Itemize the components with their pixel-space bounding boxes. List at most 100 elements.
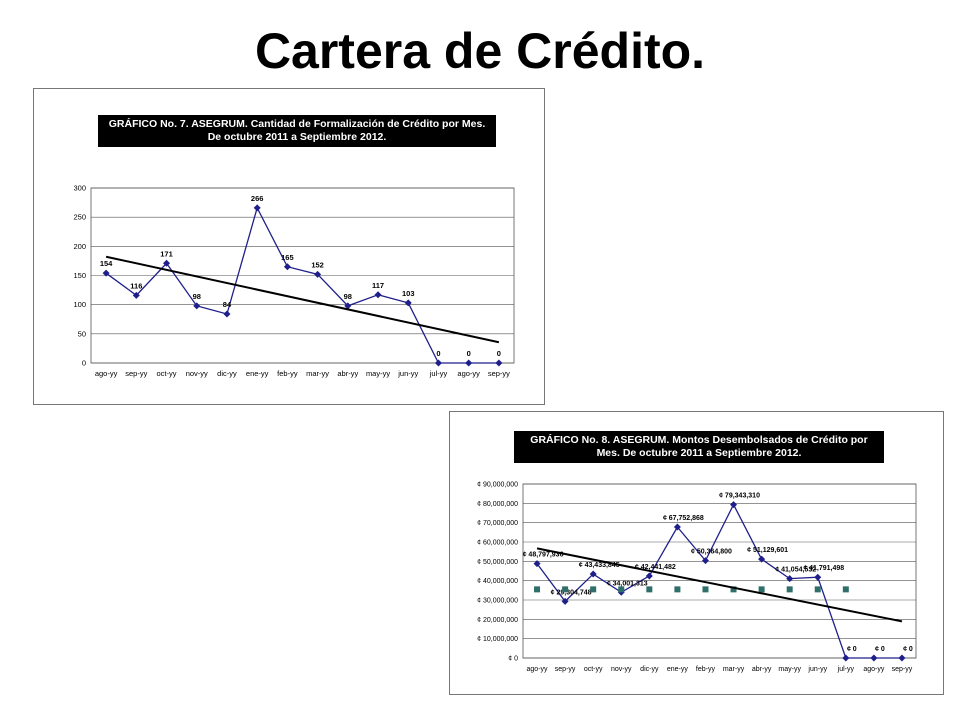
data-label: 0 (497, 349, 501, 358)
data-label: 152 (311, 260, 324, 269)
x-tick-label: nov-yy (186, 369, 208, 378)
x-tick-label: sep-yy (892, 666, 913, 673)
data-label: 84 (223, 300, 232, 309)
y-tick-label: ¢ 20,000,000 (477, 617, 518, 624)
data-label: ¢ 0 (875, 646, 885, 653)
marker (561, 597, 569, 605)
x-tick-label: mar-yy (306, 369, 329, 378)
y-tick-label: ¢ 10,000,000 (477, 636, 518, 643)
data-label: 98 (193, 292, 201, 301)
data-label: 0 (467, 349, 471, 358)
chart-frame: GRÁFICO No. 8. ASEGRUM. Montos Desembols… (449, 411, 944, 695)
data-label: ¢ 51,129,601 (747, 547, 788, 554)
data-label: ¢ 48,797,936 (523, 552, 564, 559)
x-tick-label: ago-yy (457, 369, 480, 378)
data-label: 98 (344, 292, 352, 301)
x-tick-label: dic-yy (640, 666, 659, 673)
marker (758, 586, 765, 593)
x-tick-label: ago-yy (527, 666, 549, 673)
data-label: ¢ 34,001,313 (607, 580, 648, 587)
y-tick-label: ¢ 60,000,000 (477, 540, 518, 547)
y-tick-label: 100 (73, 300, 86, 309)
x-tick-label: may-yy (366, 369, 390, 378)
y-tick-label: ¢ 90,000,000 (477, 482, 518, 489)
marker (465, 359, 473, 367)
data-line (105, 206, 499, 364)
x-tick-label: sep-yy (125, 369, 147, 378)
marker (533, 560, 541, 568)
data-label: 117 (372, 281, 384, 290)
x-tick-label: feb-yy (696, 666, 716, 673)
marker (786, 575, 794, 583)
data-label: ¢ 41,054,532 (775, 567, 816, 574)
marker (673, 523, 681, 531)
data-label: ¢ 0 (847, 646, 857, 653)
marker (786, 586, 793, 593)
data-line (536, 503, 902, 659)
marker (283, 263, 291, 271)
x-tick-label: jun-yy (397, 369, 418, 378)
x-tick-label: jul-yy (429, 369, 448, 378)
data-label: ¢ 0 (903, 646, 913, 653)
data-label: ¢ 29,304,748 (551, 589, 592, 596)
marker (163, 259, 171, 267)
marker (102, 269, 110, 277)
marker (193, 302, 201, 310)
y-tick-label: ¢ 0 (508, 656, 518, 663)
y-tick-label: 250 (73, 213, 86, 222)
marker (590, 586, 597, 593)
marker (870, 654, 878, 662)
x-tick-label: nov-yy (611, 666, 632, 673)
chart: 0 50 100 150 200 250 300 ago-yy sep-yy oct-yy nov-… (73, 184, 515, 378)
y-tick-label: ¢ 70,000,000 (477, 520, 518, 527)
data-label: 154 (100, 259, 113, 268)
marker (702, 586, 709, 593)
y-tick-label: 200 (73, 242, 86, 251)
y-tick-label: ¢ 30,000,000 (477, 598, 518, 605)
chart-frame: GRÁFICO No. 7. ASEGRUM. Cantidad de Form… (33, 88, 545, 405)
x-tick-label: ene-yy (667, 666, 689, 673)
marker (646, 586, 653, 593)
marker (814, 586, 821, 593)
x-tick-label: sep-yy (488, 369, 510, 378)
chart-title: GRÁFICO No. 8. ASEGRUM. Montos Desembols… (514, 431, 884, 463)
y-tick-label: 150 (73, 271, 86, 280)
marker (701, 557, 709, 565)
data-label: ¢ 41,791,498 (803, 565, 844, 572)
x-tick-label: sep-yy (555, 666, 576, 673)
data-label: ¢ 50,364,800 (691, 549, 732, 556)
marker (589, 570, 597, 578)
x-tick-label: may-yy (778, 666, 801, 673)
data-label: 266 (251, 194, 264, 203)
data-label: 103 (402, 289, 415, 298)
marker (645, 572, 653, 580)
marker (434, 359, 442, 367)
data-label: ¢ 67,752,868 (663, 515, 704, 522)
marker (344, 302, 352, 310)
x-tick-label: ago-yy (95, 369, 118, 378)
y-tick-label: 50 (78, 329, 86, 338)
marker (618, 586, 625, 593)
marker (898, 654, 906, 662)
marker (730, 501, 738, 509)
x-tick-label: oct-yy (157, 369, 177, 378)
marker (253, 204, 261, 212)
x-tick-label: oct-yy (584, 666, 603, 673)
x-tick-label: jul-yy (837, 666, 855, 673)
y-tick-label: 300 (73, 184, 86, 193)
x-tick-label: feb-yy (277, 369, 298, 378)
marker (758, 555, 766, 563)
marker (534, 586, 541, 593)
y-tick-label: ¢ 50,000,000 (477, 559, 518, 566)
trend-line (105, 255, 500, 344)
x-tick-label: mar-yy (723, 666, 745, 673)
data-label: 171 (160, 249, 173, 258)
marker (495, 359, 503, 367)
marker (842, 654, 850, 662)
trend-line (536, 547, 903, 623)
marker (842, 586, 849, 593)
marker (223, 310, 231, 318)
marker (814, 573, 822, 581)
data-label: ¢ 43,433,845 (579, 562, 620, 569)
